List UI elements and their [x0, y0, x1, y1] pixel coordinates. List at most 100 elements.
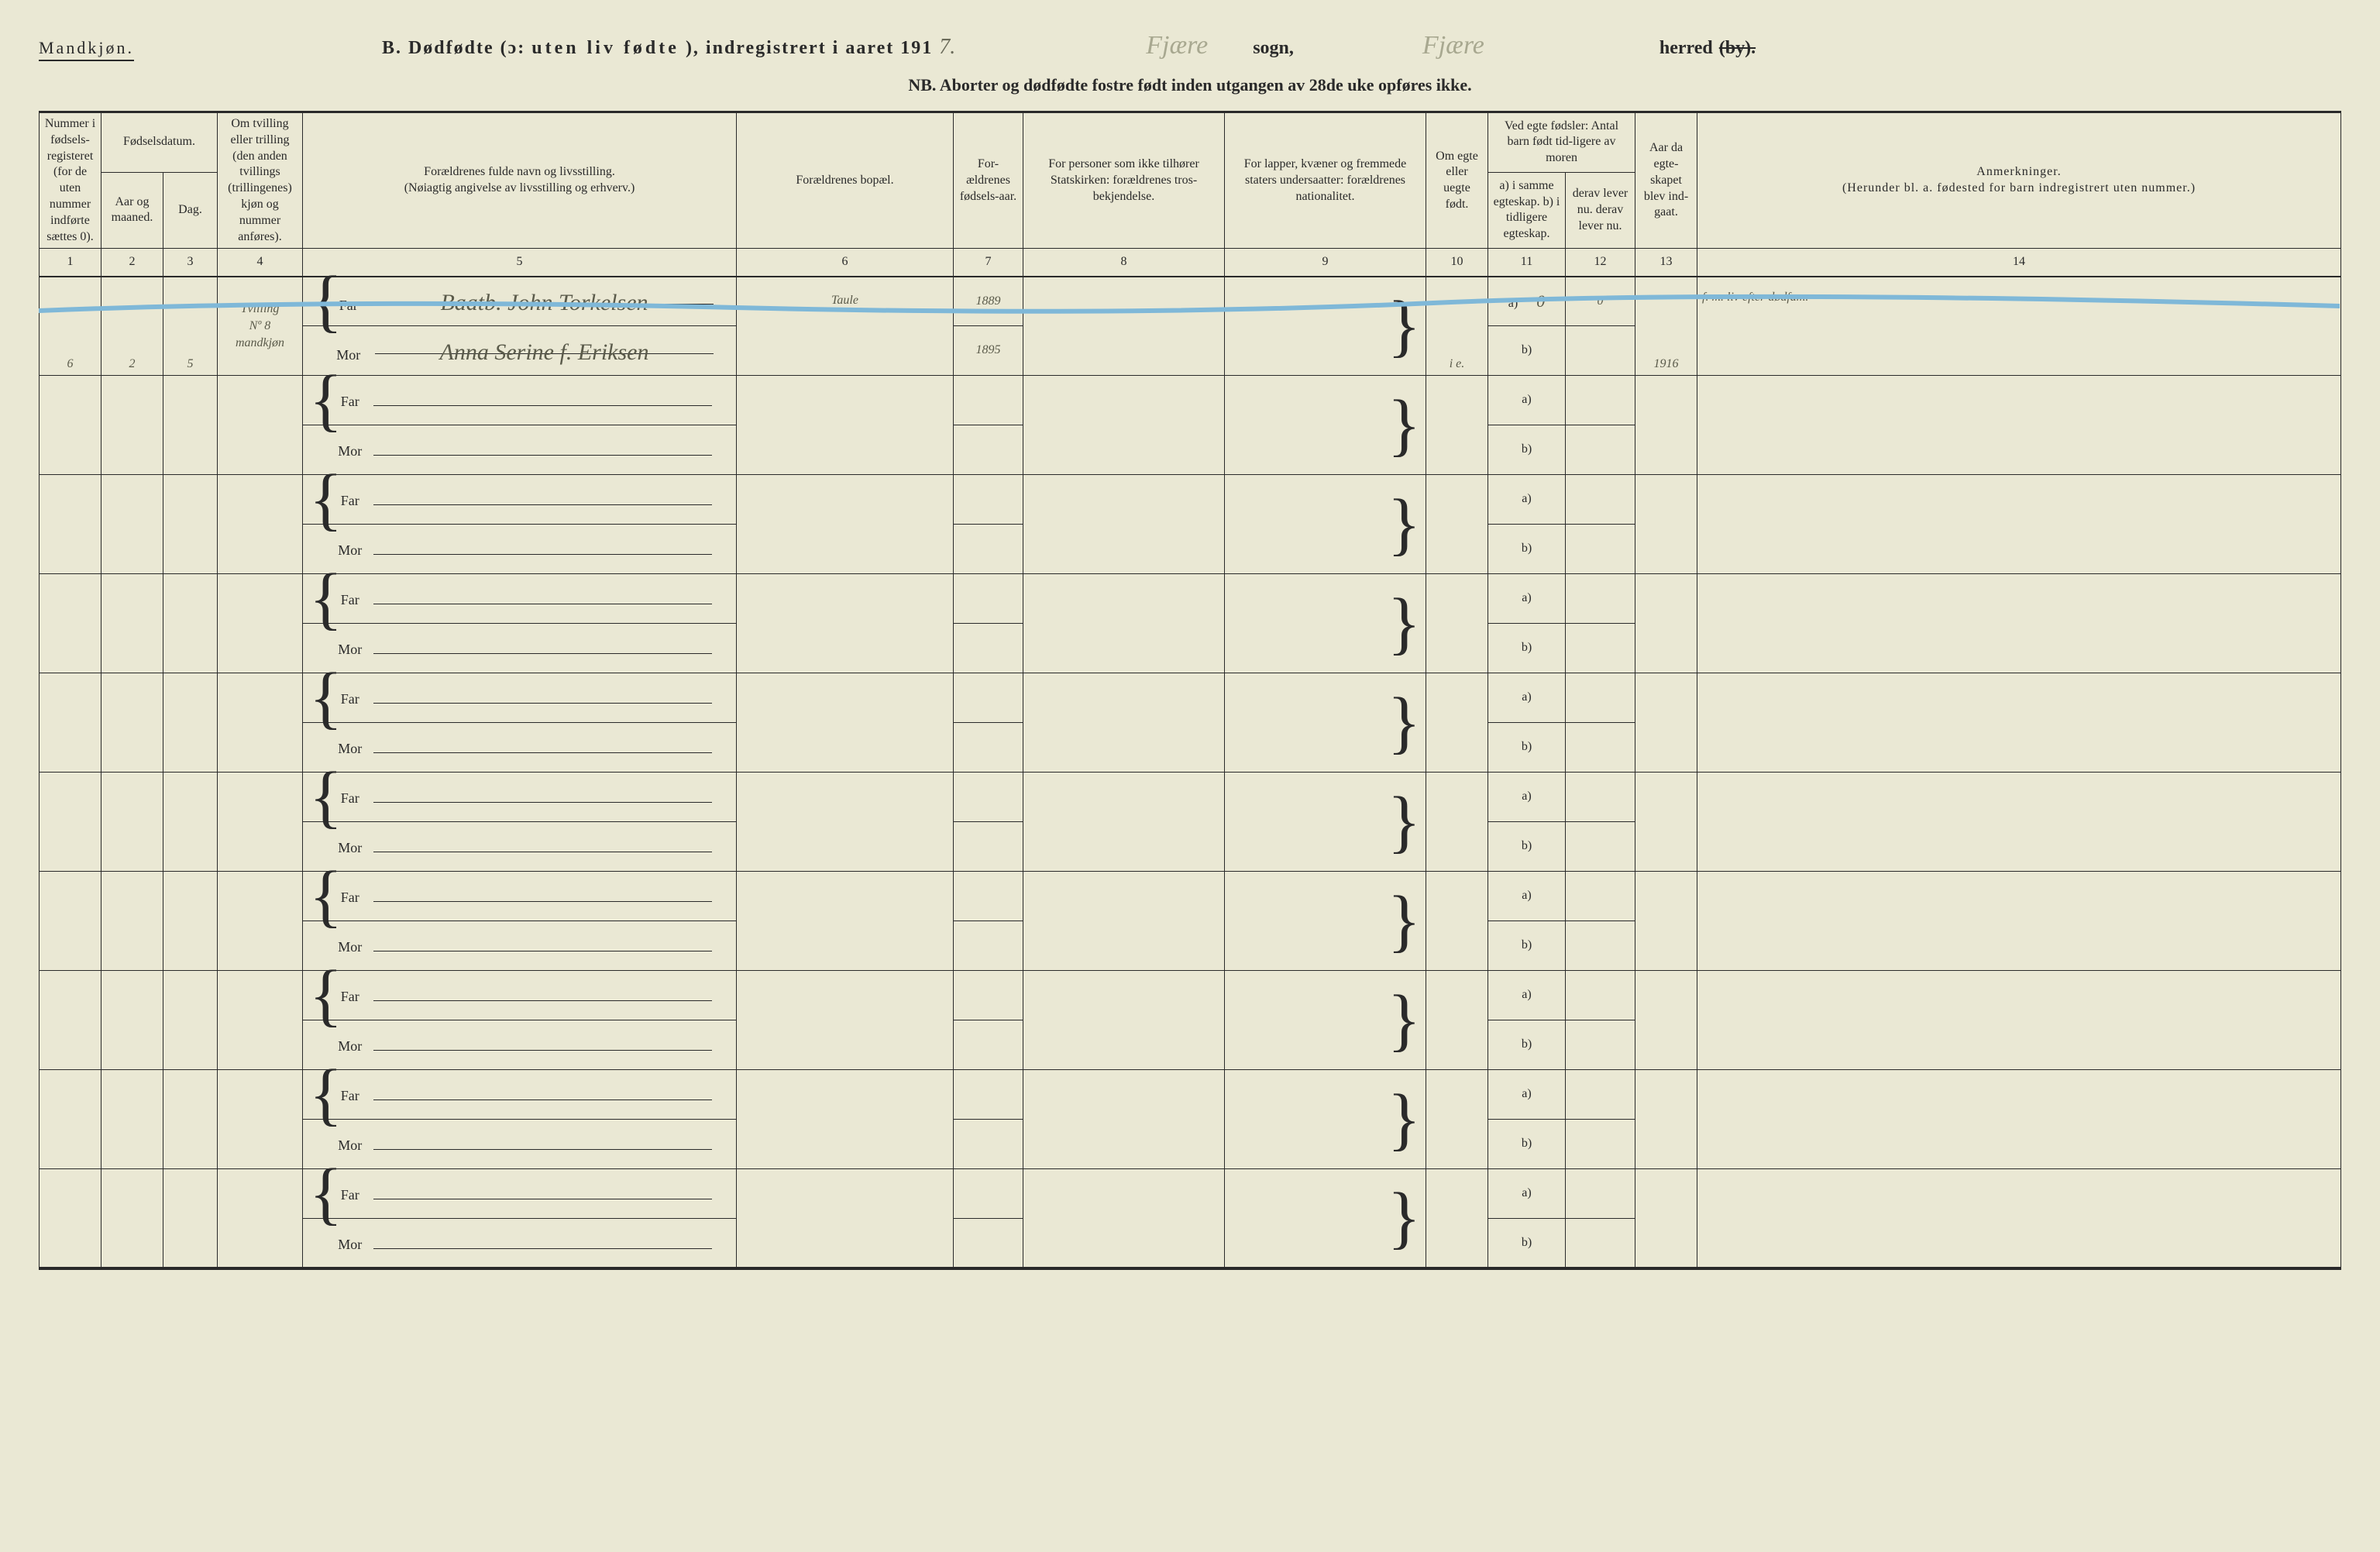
- mor-name: Anna Serine f. Eriksen: [375, 337, 714, 354]
- b-label: b): [1522, 839, 1532, 852]
- empty-row: {Far a): [40, 773, 2341, 822]
- far-name: Baatb. John Torkelsen: [375, 287, 714, 305]
- table-header: Nummer i fødsels-registeret (for de uten…: [40, 112, 2341, 277]
- a-label: a): [1522, 492, 1531, 505]
- a-label: a): [1522, 790, 1531, 803]
- col-header-7: For-ældrenes fødsels-aar.: [954, 112, 1023, 249]
- col-header-12: derav lever nu. derav lever nu.: [1566, 172, 1635, 249]
- col-header-14: Anmerkninger. (Herunder bl. a. fødested …: [1697, 112, 2341, 249]
- entry-row-far: 6 2 5 Tvilling Nº 8 mandkjøn { Far Baatb…: [40, 277, 2341, 326]
- mor-label: Mor: [327, 938, 373, 956]
- b-label: b): [1522, 641, 1532, 654]
- col-header-11-12: Ved egte fødsler: Antal barn født tid-li…: [1488, 112, 1635, 173]
- mor-label: Mor: [327, 740, 373, 758]
- col-header-1: Nummer i fødsels-registeret (for de uten…: [40, 112, 101, 249]
- entry-twin: Tvilling Nº 8 mandkjøn: [218, 277, 303, 376]
- colnum-14: 14: [1697, 249, 2341, 277]
- b-label: b): [1522, 1236, 1532, 1249]
- a-label: a): [1522, 393, 1531, 406]
- colnum-9: 9: [1225, 249, 1426, 277]
- a-label: a): [1522, 690, 1531, 704]
- col-header-8: For personer som ikke tilhører Statskirk…: [1023, 112, 1225, 249]
- col-header-11: a) i samme egteskap. b) i tidligere egte…: [1488, 172, 1566, 249]
- empty-row: {Far a): [40, 376, 2341, 425]
- col-header-10: Om egte eller uegte født.: [1426, 112, 1488, 249]
- entry-confession: [1023, 277, 1225, 376]
- entry-number: 6: [40, 277, 101, 376]
- b-label: b): [1522, 442, 1532, 456]
- b-label: b): [1522, 740, 1532, 753]
- title-line: B. Dødfødte (ɔ: uten liv fødte ), indreg…: [382, 31, 1756, 60]
- colnum-8: 8: [1023, 249, 1225, 277]
- entry-nationality: [1225, 277, 1426, 376]
- title-spaced: uten liv fødte: [531, 38, 679, 59]
- nb-note: NB. Aborter og dødfødte fostre født inde…: [39, 75, 2341, 95]
- a-label: a): [1522, 1087, 1531, 1100]
- entry-b-lever: [1566, 326, 1635, 376]
- colnum-11: 11: [1488, 249, 1566, 277]
- col-header-6: Forældrenes bopæl.: [737, 112, 954, 249]
- empty-row: {Far a): [40, 574, 2341, 624]
- empty-row: {Far a): [40, 475, 2341, 525]
- entry-egte: i e.: [1426, 277, 1488, 376]
- header-row: Mandkjøn. B. Dødfødte (ɔ: uten liv fødte…: [39, 31, 2341, 61]
- table-body: 6 2 5 Tvilling Nº 8 mandkjøn { Far Baatb…: [40, 277, 2341, 1268]
- title-prefix: B. Dødfødte (ɔ:: [382, 38, 525, 59]
- b-label: b): [1522, 542, 1532, 555]
- colnum-13: 13: [1635, 249, 1697, 277]
- col-header-4: Om tvilling eller trilling (den anden tv…: [218, 112, 303, 249]
- twin-line-1: Tvilling: [241, 302, 280, 315]
- a-value: 0: [1536, 291, 1545, 311]
- sogn-label: sogn,: [1253, 38, 1294, 59]
- entry-a-cell: a) 0: [1488, 277, 1566, 326]
- a-label: a): [1508, 297, 1518, 310]
- colnum-4: 4: [218, 249, 303, 277]
- year-handwritten: 7.: [939, 35, 955, 60]
- col-header-9: For lapper, kvæner og fremmede staters u…: [1225, 112, 1426, 249]
- mor-label: Mor: [327, 1236, 373, 1254]
- a-label: a): [1522, 889, 1531, 902]
- b-label: b): [1522, 343, 1532, 356]
- herred-handwritten: Fjære: [1384, 31, 1523, 60]
- twin-line-2: Nº 8: [249, 319, 271, 332]
- register-page: Mandkjøn. B. Dødfødte (ɔ: uten liv fødte…: [39, 31, 2341, 1270]
- mor-label: Mor: [327, 1137, 373, 1155]
- colnum-3: 3: [163, 249, 218, 277]
- mor-label: Mor: [327, 442, 373, 460]
- colnum-2: 2: [101, 249, 163, 277]
- col-header-13: Aar da egte-skapet blev ind-gaat.: [1635, 112, 1697, 249]
- by-struck: (by).: [1719, 38, 1756, 59]
- col-header-3: Dag.: [163, 172, 218, 249]
- col-header-5: Forældrenes fulde navn og livsstilling. …: [303, 112, 737, 249]
- a-label: a): [1522, 591, 1531, 604]
- mor-label: Mor: [327, 839, 373, 857]
- register-table: Nummer i fødsels-registeret (for de uten…: [39, 111, 2341, 1270]
- far-name-cell: { Far Baatb. John Torkelsen: [303, 277, 737, 326]
- a-label: a): [1522, 1186, 1531, 1199]
- entry-a-lever: 0: [1566, 277, 1635, 326]
- empty-row: {Far a): [40, 971, 2341, 1020]
- a-label: a): [1522, 988, 1531, 1001]
- empty-row: {Far a): [40, 1070, 2341, 1120]
- mor-label: Mor: [327, 542, 373, 559]
- gender-label: Mandkjøn.: [39, 38, 134, 61]
- entry-remark: f. m. liv efter dødfam.: [1697, 277, 2341, 376]
- empty-row: {Far a): [40, 872, 2341, 921]
- herred-label: herred: [1659, 38, 1713, 59]
- entry-residence: Taule: [737, 277, 954, 376]
- entry-year-married: 1916: [1635, 277, 1697, 376]
- mor-name-cell: Mor Anna Serine f. Eriksen: [303, 326, 737, 376]
- column-number-row: 1 2 3 4 5 6 7 8 9 10 11 12 13 14: [40, 249, 2341, 277]
- col-header-date: Fødselsdatum.: [101, 112, 218, 173]
- b-label: b): [1522, 1137, 1532, 1150]
- colnum-7: 7: [954, 249, 1023, 277]
- b-label: b): [1522, 938, 1532, 952]
- mor-label: Mor: [327, 1038, 373, 1055]
- colnum-10: 10: [1426, 249, 1488, 277]
- colnum-12: 12: [1566, 249, 1635, 277]
- col-header-2: Aar og maaned.: [101, 172, 163, 249]
- entry-month: 2: [101, 277, 163, 376]
- table-wrapper: Nummer i fødsels-registeret (for de uten…: [39, 111, 2341, 1270]
- mor-label: Mor: [327, 641, 373, 659]
- b-label: b): [1522, 1038, 1532, 1051]
